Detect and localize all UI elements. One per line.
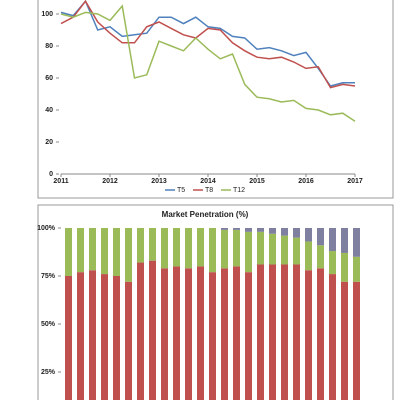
x-tick-label: 2015 (249, 178, 265, 185)
bar-segment (341, 228, 348, 253)
y-tick-label: 50% (41, 321, 56, 328)
y-tick-label: 25% (41, 369, 56, 376)
bar-segment (245, 228, 252, 232)
bar-segment (77, 272, 84, 400)
line-series (60, 4, 356, 122)
legend-label: T5 (177, 187, 185, 194)
bar-segment (341, 281, 348, 400)
bar-segment (113, 228, 120, 276)
bar-segment (257, 231, 264, 265)
bar-segment (257, 264, 264, 400)
bar-segment (89, 228, 96, 271)
bar-segment (185, 228, 192, 269)
y-tick-label: 0 (49, 171, 53, 178)
x-tick-label: 2011 (53, 178, 68, 185)
bar-segment (209, 272, 216, 400)
bar-segment (125, 281, 132, 400)
bar-segment (137, 228, 144, 263)
bar-segment (305, 270, 312, 400)
bar-segment (209, 228, 216, 273)
bar-segment (185, 268, 192, 400)
bar-segment (173, 266, 180, 400)
bar-segment (101, 274, 108, 400)
bar-segment (113, 276, 120, 400)
bar-segment (197, 266, 204, 400)
bar-segment (329, 274, 336, 400)
bar-segment (245, 231, 252, 273)
bar-segment (305, 241, 312, 271)
bar-segment (269, 264, 276, 400)
bar-segment (233, 229, 240, 267)
line-series (60, 0, 356, 89)
bar-segment (245, 272, 252, 400)
bar-segment (197, 228, 204, 267)
bar-segment (281, 235, 288, 265)
bar-segment (65, 228, 72, 276)
bar-segment (341, 252, 348, 282)
bar-segment (293, 228, 300, 238)
bar-segment (257, 228, 264, 232)
bar-segment (305, 228, 312, 242)
bar-segment (77, 228, 84, 273)
legend-label: T8 (205, 187, 213, 194)
bar-segment (221, 228, 228, 230)
bar-segment (353, 281, 360, 400)
bar-segment (317, 268, 324, 400)
y-tick-label: 40 (45, 107, 53, 114)
bar-segment (101, 228, 108, 275)
top-panel (37, 0, 394, 199)
x-tick-label: 2013 (151, 178, 167, 185)
bar-segment (317, 245, 324, 269)
bar-segment (125, 228, 132, 282)
bar-segment (149, 260, 156, 400)
bar-segment (281, 228, 288, 236)
bar-segment (293, 237, 300, 265)
bar-segment (233, 228, 240, 230)
bar-segment (293, 264, 300, 400)
bar-segment (233, 266, 240, 400)
bar-segment (353, 228, 360, 257)
line-series (60, 0, 355, 87)
bar-segment (65, 276, 72, 400)
bar-segment (89, 270, 96, 400)
legend-label: T12 (233, 187, 245, 194)
bar-segment (329, 228, 336, 252)
bar-segment (221, 229, 228, 269)
bar-segment (317, 228, 324, 246)
bar-segment (221, 268, 228, 400)
bar-segment (269, 233, 276, 265)
x-tick-label: 2012 (102, 178, 118, 185)
y-tick-label: 100 (41, 11, 53, 18)
y-tick-label: 20 (45, 139, 53, 146)
chart-title: Market Penetration (%) (162, 210, 249, 219)
bar-segment (329, 251, 336, 275)
y-tick-label: 60 (45, 75, 53, 82)
bar-segment (149, 228, 156, 261)
x-tick-label: 2017 (347, 178, 363, 185)
y-tick-label: 80 (45, 43, 53, 50)
y-tick-label: 100% (37, 225, 56, 232)
y-tick-label: 75% (41, 273, 56, 280)
bar-segment (269, 228, 276, 234)
bar-segment (353, 256, 360, 282)
bar-segment (173, 228, 180, 267)
bar-segment (161, 228, 168, 269)
bar-segment (137, 262, 144, 400)
x-tick-label: 2014 (200, 178, 216, 185)
x-tick-label: 2016 (298, 178, 314, 185)
bar-segment (161, 268, 168, 400)
bar-segment (281, 264, 288, 400)
bottom-panel (37, 204, 394, 400)
